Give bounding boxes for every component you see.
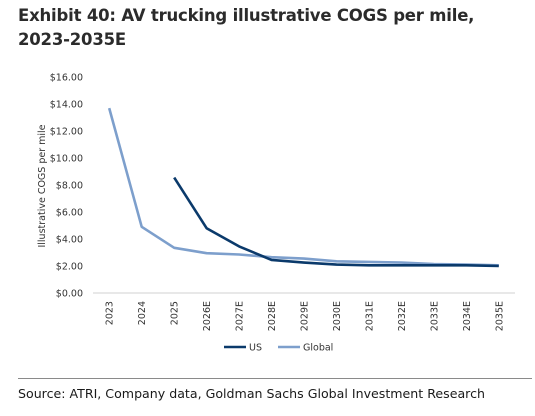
y-tick-label: $6.00 <box>56 208 83 219</box>
y-tick-label: $16.00 <box>50 73 83 84</box>
y-tick-label: $14.00 <box>50 100 83 111</box>
x-tick-label: 2031E <box>364 301 375 331</box>
x-axis-ticks: 2023 2024 2025 2026E 2027E 2028E 2029E 2030E 203… <box>105 301 506 331</box>
y-tick-label: $4.00 <box>56 235 83 246</box>
x-tick-label: 2032E <box>397 301 408 331</box>
footer-divider <box>18 378 532 379</box>
source-note: Source: ATRI, Company data, Goldman Sach… <box>18 386 485 401</box>
y-tick-label: $10.00 <box>50 154 83 165</box>
y-tick-label: $2.00 <box>56 262 83 273</box>
series-lines <box>107 107 499 268</box>
x-tick-label: 2026E <box>202 301 213 331</box>
y-tick-label: $8.00 <box>56 181 83 192</box>
x-tick-label: 2033E <box>429 301 440 331</box>
legend-label-us: US <box>249 343 262 354</box>
chart-title: Exhibit 40: AV trucking illustrative COG… <box>18 6 475 49</box>
series-line-us <box>173 176 499 268</box>
x-tick-label: 2035E <box>494 301 505 331</box>
x-tick-label: 2027E <box>235 301 246 331</box>
legend: US Global <box>224 343 333 354</box>
series-line-global <box>107 107 499 267</box>
y-tick-label: $12.00 <box>50 127 83 138</box>
y-axis-ticks: $0.00 $2.00 $4.00 $6.00 $8.00 $10.00 $12.00 $14… <box>50 73 83 300</box>
x-tick-label: 2034E <box>462 301 473 331</box>
x-tick-label: 2030E <box>332 301 343 331</box>
x-tick-label: 2028E <box>267 301 278 331</box>
line-chart: $0.00 $2.00 $4.00 $6.00 $8.00 $10.00 $12.00 $14… <box>37 73 515 354</box>
x-tick-label: 2025 <box>170 301 181 325</box>
legend-label-global: Global <box>303 343 333 354</box>
y-tick-label: $0.00 <box>56 289 83 300</box>
x-tick-label: 2024 <box>137 301 148 325</box>
y-axis-label: Illustrative COGS per mile <box>37 124 48 247</box>
x-tick-label: 2023 <box>105 301 116 325</box>
x-tick-label: 2029E <box>300 301 311 331</box>
